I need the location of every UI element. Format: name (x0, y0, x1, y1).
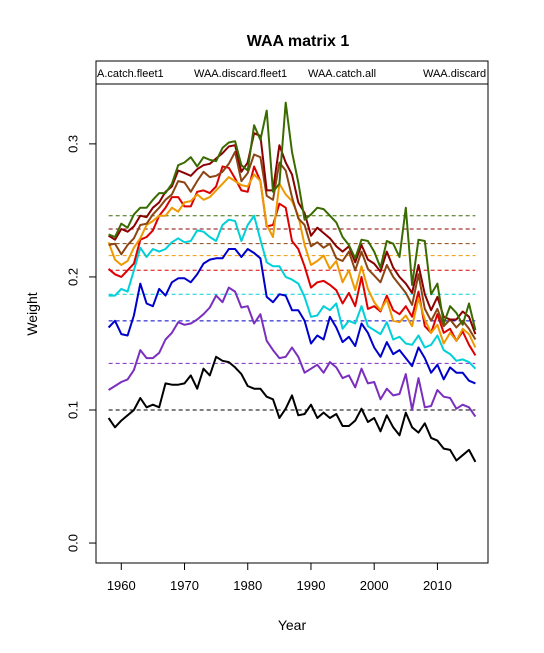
x-tick-label: 1970 (170, 578, 199, 593)
y-tick-label: 0.2 (65, 268, 80, 286)
chart-title: WAA matrix 1 (247, 33, 350, 50)
x-tick-label: 2000 (360, 578, 389, 593)
x-axis: 1960 1970 1980 1990 2000 2010 (107, 562, 452, 593)
y-axis-label: Weight (24, 292, 40, 335)
legend-clip: A.catch.fleet1 WAA.discard.fleet1 WAA.ca… (97, 68, 486, 80)
series-line-4 (108, 214, 477, 370)
legend-label-1: A.catch.fleet1 (97, 68, 164, 80)
legend-label-2: WAA.discard.fleet1 (194, 68, 287, 80)
series-lines (107, 101, 477, 463)
x-axis-label: Year (278, 617, 307, 633)
series-line-3 (107, 248, 476, 385)
y-tick-label: 0.0 (65, 534, 80, 552)
legend-label-4: WAA.discard (423, 68, 486, 80)
y-tick-label: 0.3 (65, 135, 80, 153)
x-tick-label: 1980 (233, 578, 262, 593)
mean-lines (108, 215, 476, 411)
x-tick-label: 1990 (297, 578, 326, 593)
x-tick-label: 2010 (423, 578, 452, 593)
series-line-7 (108, 150, 477, 341)
y-tick-label: 0.1 (65, 401, 80, 419)
series-line-5 (107, 165, 477, 356)
x-tick-label: 1960 (107, 578, 136, 593)
y-axis: 0.0 0.1 0.2 0.3 (65, 135, 97, 552)
series-line-6 (107, 173, 477, 348)
legend-strip (95, 60, 489, 85)
legend-label-3: WAA.catch.all (308, 68, 376, 80)
series-line-9 (108, 101, 477, 331)
series-line-1 (107, 355, 477, 463)
series-line-2 (108, 286, 477, 418)
